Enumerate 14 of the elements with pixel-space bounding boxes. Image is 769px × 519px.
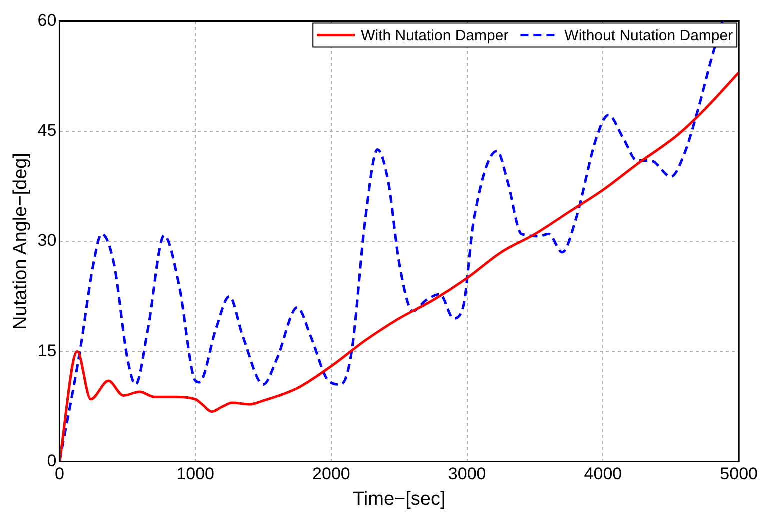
x-tick-label: 5000 bbox=[720, 464, 758, 484]
y-tick-label: 15 bbox=[38, 341, 57, 360]
y-tick-label: 45 bbox=[38, 121, 57, 140]
x-tick-label: 2000 bbox=[312, 464, 350, 484]
y-axis-title: Nutation Angle−[deg] bbox=[10, 153, 32, 330]
legend-label: With Nutation Damper bbox=[361, 27, 509, 44]
y-tick-label: 30 bbox=[38, 231, 57, 250]
x-tick-label: 3000 bbox=[448, 464, 486, 484]
y-tick-label: 60 bbox=[38, 10, 57, 30]
x-tick-label: 4000 bbox=[584, 464, 622, 484]
y-tick-label: 0 bbox=[47, 451, 57, 470]
x-tick-label: 1000 bbox=[176, 464, 214, 484]
x-axis-title: Time−[sec] bbox=[353, 488, 446, 510]
legend-label: Without Nutation Damper bbox=[564, 27, 734, 44]
